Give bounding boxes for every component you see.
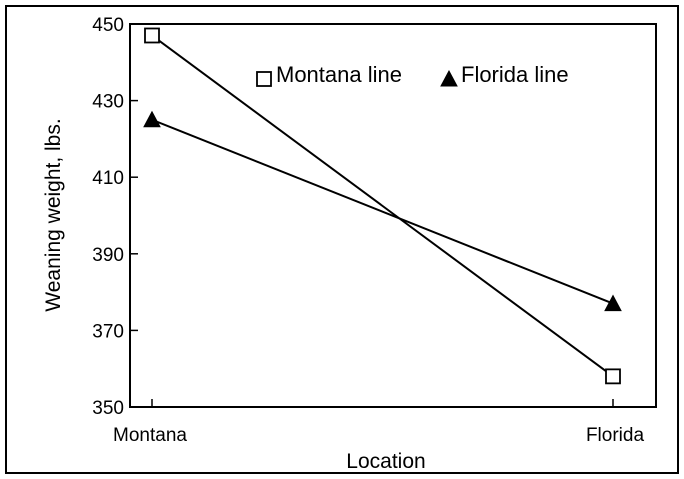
y-tick-label: 390 <box>92 245 124 266</box>
y-tick-label: 430 <box>92 92 124 113</box>
y-axis-ticks: 350 370 390 410 430 450 <box>92 15 138 419</box>
y-tick-label: 450 <box>92 15 124 36</box>
data-point-montana-line-montana <box>144 27 160 44</box>
x-axis-ticks: Montana Florida <box>113 399 644 446</box>
legend: Montana line Florida line <box>256 62 569 87</box>
y-tick-label: 410 <box>92 168 124 189</box>
y-axis-label: Weaning weight, lbs. <box>42 118 65 311</box>
series-layer <box>143 27 622 385</box>
y-tick-label: 350 <box>92 398 124 419</box>
x-tick-label: Montana <box>113 425 187 446</box>
data-point-florida-line-florida <box>604 294 622 312</box>
legend-marker-florida-line <box>440 69 458 87</box>
series-montana-line <box>144 27 621 385</box>
outer-frame <box>5 5 679 474</box>
legend-marker-montana-line <box>256 71 272 87</box>
legend-label-florida-line: Florida line <box>461 62 569 87</box>
data-point-montana-line-florida <box>605 368 621 385</box>
legend-item-montana-line: Montana line <box>256 62 402 87</box>
series-florida-line <box>143 110 622 312</box>
x-axis-label: Location <box>346 450 425 473</box>
plot-area-frame <box>129 23 657 408</box>
y-tick-label: 370 <box>92 321 124 342</box>
legend-label-montana-line: Montana line <box>276 62 402 87</box>
x-tick-label: Florida <box>586 425 645 446</box>
data-point-florida-line-montana <box>143 110 161 128</box>
series-line-montana-line <box>151 34 614 378</box>
legend-item-florida-line: Florida line <box>440 62 569 87</box>
series-line-florida-line <box>151 118 614 305</box>
